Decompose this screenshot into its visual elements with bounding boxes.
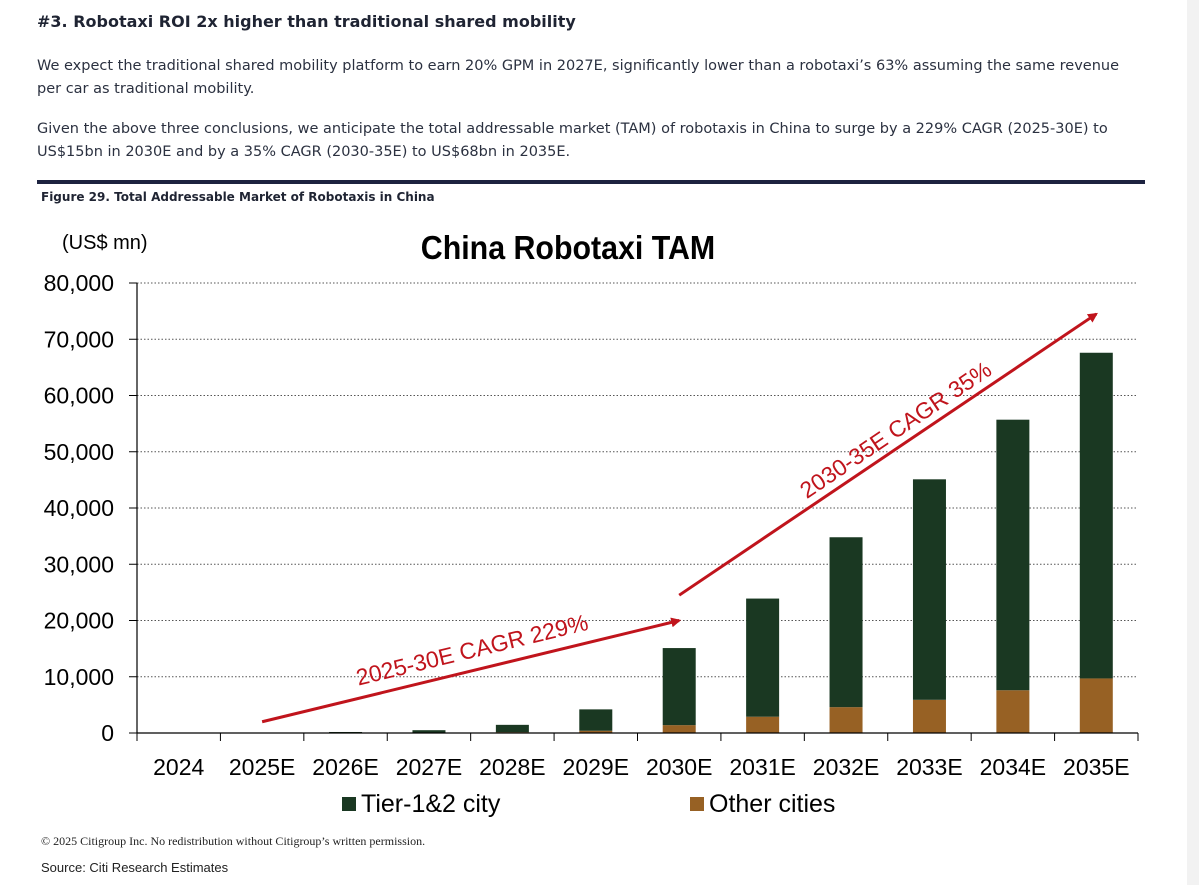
tam-chart: China Robotaxi TAM (US$ mn) 0 10,000 20,00… — [44, 229, 1139, 818]
legend-label: Other cities — [709, 790, 835, 818]
bar-tier12-city — [996, 419, 1030, 691]
y-tick-label: 70,000 — [44, 326, 114, 352]
figure-divider — [37, 180, 1145, 184]
copyright-notice: © 2025 Citigroup Inc. No redistribution … — [41, 834, 426, 848]
page-scroll-track — [1187, 0, 1199, 885]
y-tick-label: 10,000 — [44, 664, 114, 690]
x-tick-label: 2025E — [229, 754, 296, 780]
x-tick-label: 2031E — [729, 754, 796, 780]
y-tick-label: 60,000 — [44, 383, 114, 409]
x-tick-label: 2026E — [312, 754, 379, 780]
x-tick-label: 2034E — [980, 754, 1047, 780]
bar-tier12-city — [662, 648, 696, 726]
y-tick-label: 50,000 — [44, 439, 114, 465]
y-tick-label: 40,000 — [44, 495, 114, 521]
paragraph-gpm: We expect the traditional shared mobilit… — [37, 58, 1120, 97]
source-note: Source: Citi Research Estimates — [41, 860, 229, 875]
y-tick-label: 80,000 — [44, 270, 114, 296]
bar-other-cities — [829, 707, 863, 733]
bar-tier12-city — [829, 537, 863, 708]
bar-tier12-city — [1079, 352, 1113, 679]
y-axis-label: (US$ mn) — [62, 232, 148, 254]
legend-swatch — [342, 797, 356, 811]
bar-other-cities — [996, 690, 1030, 733]
bar-tier12-city — [912, 479, 946, 700]
y-tick-label: 30,000 — [44, 551, 114, 577]
cagr-label: 2030-35E CAGR 35% — [795, 356, 996, 503]
x-tick-label: 2024 — [153, 754, 204, 780]
paragraph-tam: Given the above three conclusions, we an… — [37, 121, 1108, 160]
x-tick-label: 2030E — [646, 754, 713, 780]
legend-swatch — [690, 797, 704, 811]
x-tick-label: 2028E — [479, 754, 546, 780]
bar-other-cities — [912, 699, 946, 733]
x-tick-label: 2033E — [896, 754, 963, 780]
x-tick-label: 2035E — [1063, 754, 1130, 780]
x-tick-label: 2027E — [396, 754, 463, 780]
section-heading: #3. Robotaxi ROI 2x higher than traditio… — [37, 12, 576, 31]
y-tick-label: 20,000 — [44, 608, 114, 634]
bar-tier12-city — [412, 730, 446, 733]
legend-label: Tier-1&2 city — [361, 790, 501, 818]
y-tick-label: 0 — [101, 720, 114, 746]
bar-tier12-city — [579, 709, 613, 731]
x-tick-label: 2032E — [813, 754, 880, 780]
cagr-arrow — [261, 617, 682, 724]
x-tick-label: 2029E — [563, 754, 630, 780]
figure-caption: Figure 29. Total Addressable Market of R… — [41, 190, 435, 204]
bar-other-cities — [579, 730, 613, 733]
bar-other-cities — [662, 725, 696, 733]
bar-other-cities — [1079, 678, 1113, 733]
cagr-arrow — [678, 312, 1098, 597]
chart-title: China Robotaxi TAM — [421, 229, 715, 266]
bar-other-cities — [746, 716, 780, 733]
bar-tier12-city — [746, 598, 780, 717]
bar-tier12-city — [495, 724, 529, 733]
